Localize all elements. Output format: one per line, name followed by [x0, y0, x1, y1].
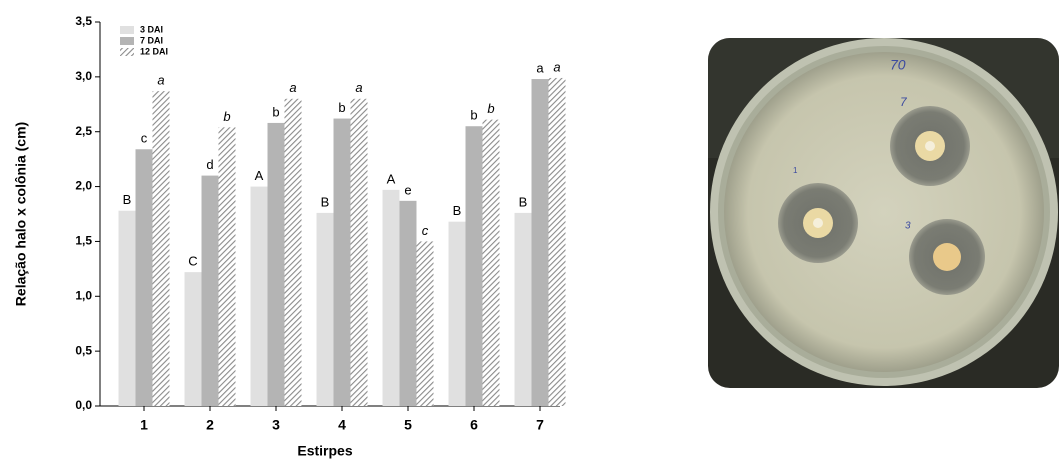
letter-label: e [404, 182, 411, 197]
letter-label: b [470, 108, 477, 123]
legend-swatch [120, 37, 134, 45]
legend-label: 12 DAI [140, 46, 168, 56]
legend-swatch [120, 48, 134, 56]
letter-label: c [422, 223, 429, 238]
bar [417, 241, 434, 406]
bar [466, 126, 483, 406]
y-tick-label: 2,5 [75, 124, 92, 138]
letter-label: B [519, 194, 528, 209]
figure: Relação halo x colônia (cm) Estirpes 0,0… [0, 0, 1059, 463]
bar [334, 119, 351, 406]
y-tick-label: 2,0 [75, 179, 92, 193]
letter-label: B [321, 194, 330, 209]
x-tick-label: 7 [536, 417, 544, 433]
bar [317, 213, 334, 406]
letter-label: b [272, 104, 279, 119]
letter-label: C [188, 254, 197, 269]
bar-chart: Relação halo x colônia (cm) Estirpes 0,0… [13, 14, 566, 459]
bar [449, 222, 466, 406]
letter-label: b [338, 100, 345, 115]
bar [136, 149, 153, 406]
bar [268, 123, 285, 406]
x-tick-label: 2 [206, 417, 214, 433]
letter-label: A [387, 171, 396, 186]
letter-label: B [453, 203, 462, 218]
bar [153, 91, 170, 406]
bar [549, 78, 566, 406]
y-tick-label: 0,0 [75, 398, 92, 412]
x-tick-label: 3 [272, 417, 280, 433]
bar [400, 201, 417, 406]
letter-label: a [553, 59, 560, 74]
letter-label: a [355, 80, 362, 95]
legend-label: 7 DAI [140, 35, 163, 45]
y-tick-label: 1,0 [75, 288, 92, 302]
y-tick-label: 3,5 [75, 14, 92, 28]
bar [285, 99, 302, 406]
photo-label: 1 [793, 166, 798, 175]
letter-label: B [123, 192, 132, 207]
letter-label: b [223, 109, 230, 124]
y-axis-label: Relação halo x colônia (cm) [13, 122, 29, 306]
bar [483, 120, 500, 406]
x-tick-label: 1 [140, 417, 148, 433]
x-tick-label: 5 [404, 417, 412, 433]
y-tick-label: 1,5 [75, 234, 92, 248]
x-tick-label: 6 [470, 417, 478, 433]
bar [219, 127, 236, 406]
bar [351, 99, 368, 406]
petri-dish-photo: 70 7 1 3 [708, 38, 1059, 388]
bar [202, 176, 219, 406]
y-tick-label: 3,0 [75, 69, 92, 83]
x-axis-label: Estirpes [297, 443, 352, 459]
legend-label: 3 DAI [140, 24, 163, 34]
letter-label: a [289, 80, 296, 95]
photo-label: 3 [905, 221, 911, 232]
bar [383, 190, 400, 406]
letter-label: A [255, 168, 264, 183]
legend-swatch [120, 26, 134, 34]
bar [119, 211, 136, 406]
bar [515, 213, 532, 406]
letter-label: a [157, 73, 164, 88]
y-tick-label: 0,5 [75, 343, 92, 357]
x-tick-label: 4 [338, 417, 346, 433]
photo-label: 70 [890, 57, 906, 73]
letter-label: d [206, 157, 213, 172]
bar [251, 187, 268, 406]
bar [185, 272, 202, 406]
bar [532, 79, 549, 406]
letter-label: c [141, 131, 148, 146]
letter-label: a [536, 60, 544, 75]
letter-label: b [487, 101, 494, 116]
